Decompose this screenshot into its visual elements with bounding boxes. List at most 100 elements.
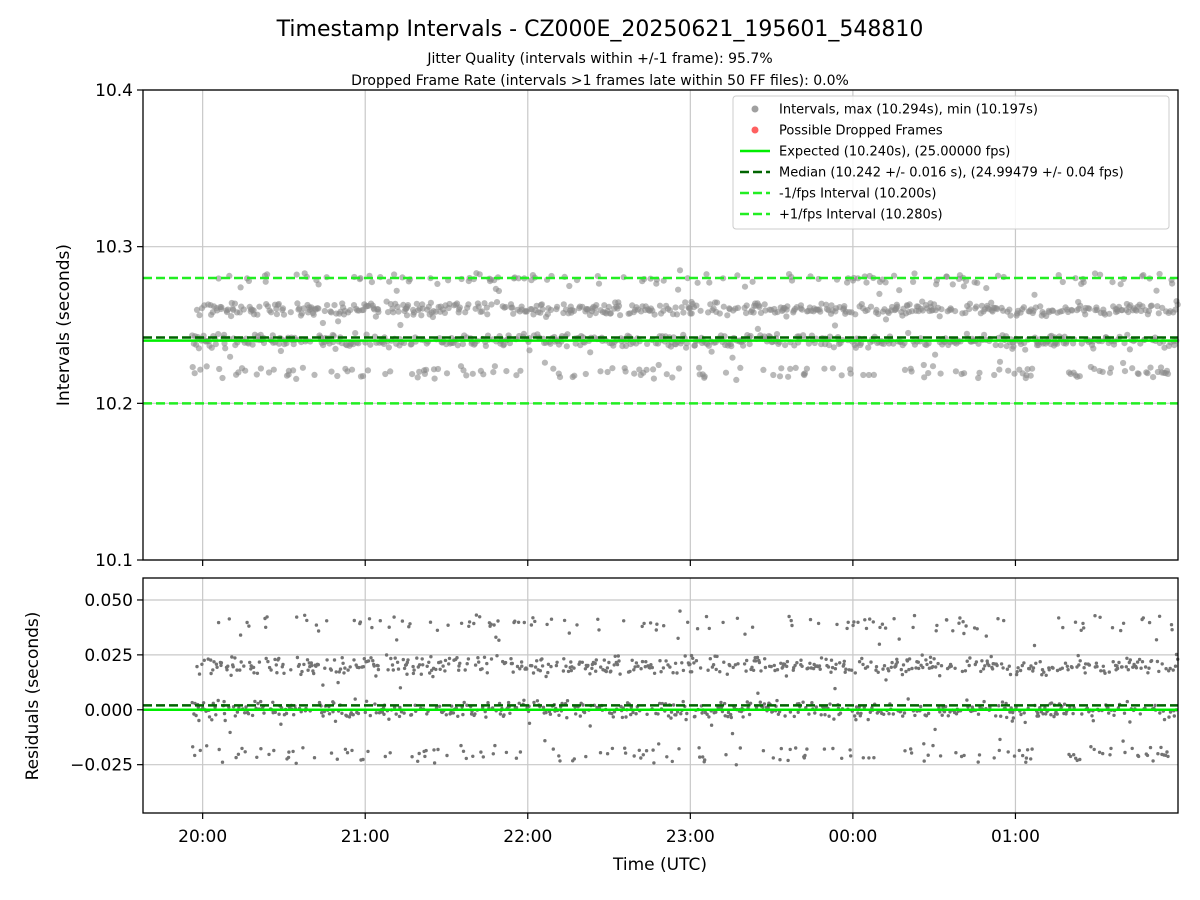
residual-point xyxy=(1126,668,1131,672)
residual-point xyxy=(999,662,1004,666)
residual-point xyxy=(516,620,521,624)
residual-point xyxy=(275,671,279,675)
residual-point xyxy=(387,717,391,721)
residual-point xyxy=(1082,666,1086,670)
interval-point xyxy=(1121,368,1129,375)
residual-point xyxy=(949,664,953,668)
residual-point xyxy=(887,712,891,716)
residual-point xyxy=(964,624,968,628)
interval-point xyxy=(920,361,927,369)
residual-point xyxy=(665,755,669,759)
interval-point xyxy=(367,341,374,348)
residual-point xyxy=(245,620,249,625)
residual-point xyxy=(540,657,544,661)
interval-point xyxy=(996,366,1003,373)
residual-point xyxy=(217,747,221,752)
residual-point xyxy=(388,751,392,755)
interval-point xyxy=(785,373,792,380)
residual-point xyxy=(706,668,710,672)
residual-point xyxy=(1072,753,1076,757)
interval-point xyxy=(403,312,411,319)
residual-point xyxy=(447,662,451,666)
residual-point xyxy=(867,756,871,760)
residual-point xyxy=(239,660,243,664)
residual-point xyxy=(597,705,602,710)
residual-point xyxy=(711,663,716,667)
interval-point xyxy=(1148,302,1155,309)
residual-point xyxy=(210,718,214,722)
residual-point xyxy=(1081,621,1085,626)
residual-point xyxy=(1109,746,1113,751)
interval-point xyxy=(852,311,859,318)
residual-point xyxy=(1159,745,1163,750)
residual-point xyxy=(1101,664,1106,668)
residual-point xyxy=(255,671,260,675)
residual-point xyxy=(1044,712,1048,716)
residual-point xyxy=(851,623,855,628)
residual-point xyxy=(445,753,449,758)
x-tick-label: 22:00 xyxy=(503,827,552,847)
residual-point xyxy=(248,660,252,665)
residual-point xyxy=(1025,748,1030,752)
residual-point xyxy=(510,661,514,666)
residual-point xyxy=(538,669,542,673)
residual-point xyxy=(612,663,616,667)
residual-point xyxy=(617,659,621,663)
residual-point xyxy=(1049,713,1053,717)
residual-point xyxy=(791,668,795,672)
residual-point xyxy=(874,668,878,672)
residual-point xyxy=(726,710,731,715)
residual-point xyxy=(201,701,206,705)
residual-point xyxy=(479,750,483,754)
residual-point xyxy=(783,714,787,718)
residual-point xyxy=(902,711,907,715)
residual-point xyxy=(267,752,271,757)
interval-point xyxy=(334,372,341,380)
residual-point xyxy=(775,668,780,672)
residual-point xyxy=(936,661,940,666)
residual-point xyxy=(316,629,321,633)
interval-point xyxy=(1080,279,1087,286)
residual-point xyxy=(1134,666,1139,670)
residual-point xyxy=(530,664,534,668)
residual-point xyxy=(548,712,553,716)
residual-point xyxy=(386,668,390,672)
interval-point xyxy=(189,364,196,371)
residual-point xyxy=(368,713,372,718)
interval-point xyxy=(1099,368,1106,375)
interval-point xyxy=(460,367,467,374)
residual-point xyxy=(535,659,539,663)
residual-point xyxy=(198,748,202,753)
residual-point xyxy=(1007,664,1011,668)
interval-point xyxy=(966,300,974,307)
residual-point xyxy=(373,702,377,706)
residual-point xyxy=(396,667,401,671)
residual-point xyxy=(580,660,584,664)
residual-point xyxy=(305,618,309,623)
residual-point xyxy=(992,756,996,760)
interval-point xyxy=(792,364,799,371)
residual-point xyxy=(878,625,882,630)
residual-point xyxy=(680,661,684,665)
interval-point xyxy=(1169,280,1176,287)
residual-point xyxy=(485,671,489,675)
interval-point xyxy=(347,307,354,314)
residual-point xyxy=(394,712,398,716)
interval-point xyxy=(554,303,561,310)
interval-point xyxy=(997,342,1004,349)
interval-point xyxy=(896,287,903,294)
residual-point xyxy=(693,714,697,719)
residual-point xyxy=(1021,753,1025,758)
residual-point xyxy=(683,654,687,658)
interval-point xyxy=(733,376,740,383)
residual-point xyxy=(282,671,286,675)
interval-point xyxy=(227,353,234,360)
residual-point xyxy=(806,666,810,670)
interval-point xyxy=(1153,287,1160,294)
residual-point xyxy=(329,668,333,672)
interval-point xyxy=(423,366,430,373)
residual-point xyxy=(909,747,913,751)
bottom-y-tick-label: 0.025 xyxy=(84,646,133,666)
residual-point xyxy=(459,743,463,748)
residual-point xyxy=(613,654,617,658)
